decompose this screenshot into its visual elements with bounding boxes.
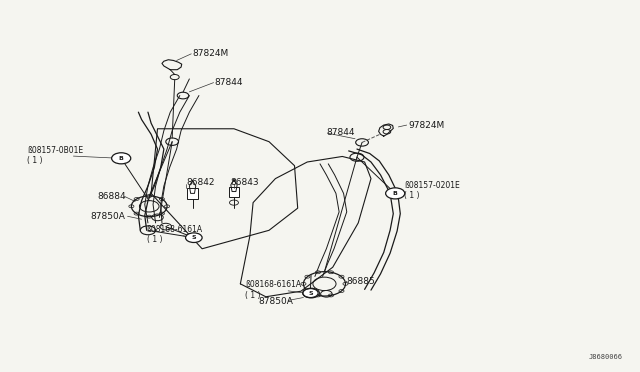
Circle shape [303,288,319,298]
Text: 97824M: 97824M [408,121,444,129]
Text: B: B [119,156,124,161]
Text: 86885: 86885 [347,277,376,286]
FancyBboxPatch shape [229,187,239,197]
Text: J8680066: J8680066 [589,353,623,359]
Text: 86842: 86842 [186,178,214,187]
Text: B: B [393,191,397,196]
Circle shape [111,153,131,164]
Text: 87850A: 87850A [258,298,293,307]
Text: 87844: 87844 [326,128,355,137]
Text: ß08157-0201E
( 1 ): ß08157-0201E ( 1 ) [404,181,460,201]
Text: ß08168-6161A
( 1 ): ß08168-6161A ( 1 ) [245,280,301,300]
Text: S: S [191,235,196,240]
Text: ß08168-6161A
( 1 ): ß08168-6161A ( 1 ) [147,225,203,244]
Text: 86843: 86843 [231,178,259,187]
Text: 86884: 86884 [97,192,125,201]
FancyBboxPatch shape [188,188,198,199]
Circle shape [386,188,404,199]
Text: 87844: 87844 [215,78,243,87]
Text: 87824M: 87824M [193,49,229,58]
Text: S: S [308,291,314,296]
Text: 87850A: 87850A [91,212,125,221]
Text: ß08157-0B01E
( 1 ): ß08157-0B01E ( 1 ) [27,146,83,166]
Circle shape [186,233,202,243]
